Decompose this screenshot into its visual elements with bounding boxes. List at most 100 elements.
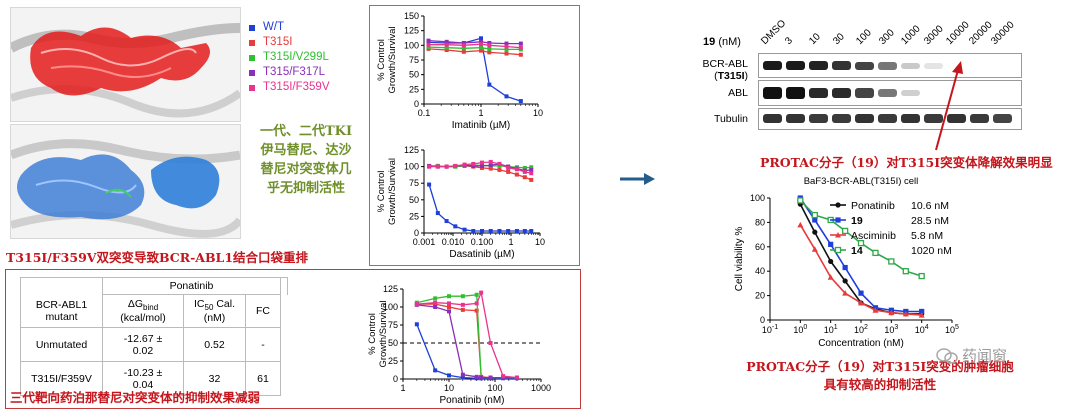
series-line	[416, 304, 517, 379]
data-point	[919, 308, 925, 315]
x-tick-label: 105	[945, 324, 959, 335]
data-point	[522, 229, 527, 234]
data-point	[828, 258, 834, 265]
ponatinib-chart: 0 25 50 75 100 125 1 10 100 1000 Ponatinib (nM) % C…	[367, 284, 551, 406]
x-tick-label: 10-1	[762, 324, 778, 335]
legend-item: T315I	[247, 35, 367, 50]
data-point	[501, 374, 506, 379]
data-point	[858, 290, 864, 296]
data-point	[435, 211, 440, 216]
data-point	[460, 372, 465, 377]
series-line	[416, 290, 517, 379]
table-cell: 32	[183, 361, 246, 396]
data-point	[479, 45, 483, 50]
data-point	[414, 322, 419, 327]
x-tick-label: 100	[487, 383, 502, 393]
data-point	[522, 175, 527, 180]
y-tick-label: 125	[404, 145, 419, 155]
data-point	[480, 163, 484, 168]
data-point	[480, 160, 484, 165]
data-point	[918, 312, 925, 318]
wb-conc-label: 10000	[944, 19, 972, 47]
table-cell: 61	[245, 361, 281, 396]
data-point	[872, 249, 879, 257]
y-tick-label: 125	[404, 26, 419, 36]
data-point	[506, 165, 511, 170]
data-point	[858, 299, 864, 306]
data-point	[529, 177, 534, 182]
wb-bands	[763, 114, 1012, 123]
data-point	[461, 40, 466, 45]
y-tick-label: 25	[409, 84, 419, 94]
data-point	[488, 341, 493, 345]
data-point	[841, 227, 849, 235]
data-point	[902, 268, 909, 275]
y-tick-label: 50	[409, 70, 419, 80]
y-tick-label: 40	[755, 266, 765, 276]
table-header-fc: FC	[245, 294, 281, 328]
x-tick-label: 0.100	[471, 237, 494, 247]
y-tick-label: 25	[388, 356, 398, 366]
mutant-legend: W/T T315I T315I/V299L T315/F317L T315I/F…	[247, 20, 367, 95]
data-point	[461, 43, 466, 48]
table-cell: 0.52	[183, 327, 246, 362]
data-point	[488, 163, 493, 168]
table-header-ic50: IC50 Cal. (nM)	[183, 294, 246, 328]
y-tick-label: 100	[404, 162, 419, 172]
data-point	[842, 290, 849, 296]
data-point	[488, 375, 493, 380]
ponatinib-table: Ponatinib BCR-ABL1 mutant ΔGbind (kcal/mol…	[20, 277, 288, 396]
data-point	[444, 42, 449, 47]
protac-viability-note: PROTAC分子（19）对T315I突变的肿瘤细胞 具有较高的抑制活性	[740, 358, 1020, 394]
wb-lane-bcr-abl	[758, 53, 1022, 78]
data-point	[487, 82, 492, 87]
y-tick-label: 75	[409, 55, 419, 65]
data-point	[479, 39, 483, 44]
table-cell: -10.23 ± 0.04	[102, 361, 184, 396]
data-point	[504, 51, 509, 56]
y-tick-label: 0	[760, 315, 765, 325]
blue-binding-pocket-illustration	[11, 139, 240, 238]
data-point	[474, 308, 479, 313]
y-tick-label: 60	[755, 242, 765, 252]
data-point	[504, 41, 509, 46]
data-point	[444, 219, 449, 224]
data-point	[447, 373, 451, 378]
x-tick-label: 104	[915, 324, 929, 335]
wb-compound: 19	[703, 36, 716, 48]
legend-item: W/T	[247, 20, 367, 35]
table-group-header: Ponatinib	[102, 277, 281, 295]
tki-note-line: 乎无抑制活性	[266, 181, 345, 196]
table-cell: T315I/F359V	[20, 361, 103, 396]
wb-conc-label: 300	[877, 27, 897, 47]
data-point	[529, 165, 534, 170]
y-tick-label: 150	[404, 11, 419, 21]
x-tick-label: 1	[478, 108, 483, 118]
wb-conc-label: 30	[831, 31, 847, 47]
wb-compound-label: 19 (nM)	[703, 36, 741, 48]
data-point	[471, 161, 476, 166]
data-point	[480, 229, 484, 234]
data-point	[479, 48, 483, 53]
y-tick-label: 20	[755, 291, 765, 301]
tki-note: 一代、二代TKI 伊马替尼、达沙 替尼对突变体几 乎无抑制活性	[244, 122, 368, 198]
first-second-gen-tki-panel	[369, 5, 580, 266]
data-point	[447, 309, 451, 314]
legend-value: 28.5 nM	[911, 215, 949, 227]
data-point	[812, 229, 818, 235]
series-line	[416, 324, 517, 379]
data-point	[488, 166, 493, 171]
y-tick-label: 80	[755, 217, 765, 227]
wb-row-label: ABL	[728, 87, 748, 99]
data-point	[514, 375, 519, 380]
x-axis-label: Ponatinib (nM)	[439, 395, 504, 406]
data-point	[529, 167, 534, 172]
data-point	[506, 229, 511, 234]
data-point	[522, 165, 527, 170]
x-tick-label: 1	[508, 237, 513, 247]
legend-value: 5.8 nM	[911, 230, 943, 242]
data-point	[488, 229, 493, 234]
x-tick-label: 101	[824, 324, 838, 335]
imatinib-chart: 0 25 50 75 100 125 150 0.1 1 10 Imatinib (µM) % Con…	[376, 11, 543, 131]
y-axis-label: % Control	[376, 39, 387, 81]
